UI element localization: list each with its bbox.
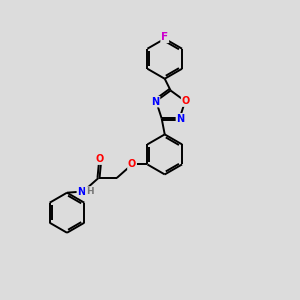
Text: N: N — [152, 97, 160, 107]
Text: O: O — [96, 154, 104, 164]
Text: O: O — [128, 159, 136, 170]
Text: F: F — [161, 32, 168, 42]
Text: N: N — [176, 114, 184, 124]
Text: H: H — [86, 187, 94, 196]
Text: N: N — [77, 187, 86, 196]
Text: O: O — [182, 96, 190, 106]
